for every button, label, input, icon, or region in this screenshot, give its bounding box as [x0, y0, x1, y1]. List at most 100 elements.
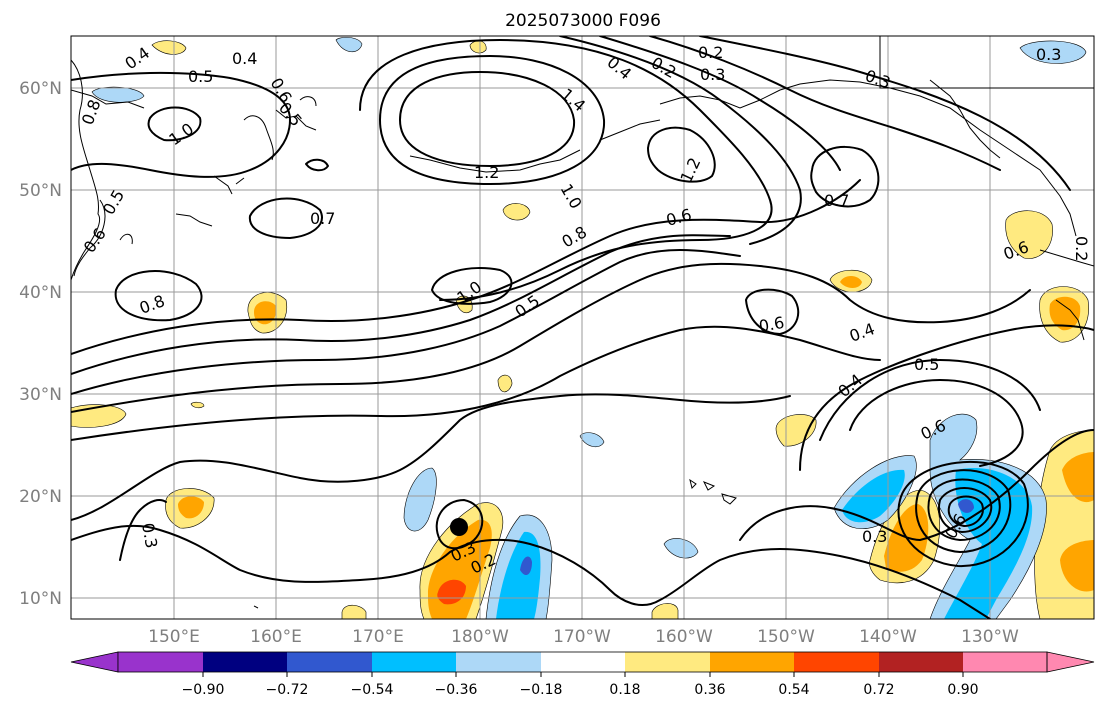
contour-line	[399, 71, 576, 167]
positive-anomaly-yellow	[341, 604, 367, 619]
contour-label: 0.3	[862, 527, 887, 546]
contour-line	[745, 288, 800, 335]
contour-label: 0.7	[824, 191, 849, 210]
contour-line	[947, 495, 984, 527]
storm-center-dot	[450, 518, 468, 536]
negative-anomaly-lightblue	[579, 432, 605, 448]
lon-label: 160°E	[250, 627, 302, 647]
contour-line	[915, 469, 1012, 553]
lat-label: 40°N	[19, 283, 62, 303]
positive-anomaly-orange	[840, 276, 862, 288]
contour-line	[114, 270, 203, 322]
positive-anomaly-yellow	[497, 374, 513, 393]
colorbar-label: 0.18	[609, 682, 640, 698]
contour-line	[435, 499, 484, 550]
lat-label: 10°N	[19, 589, 62, 609]
contour-label: 0.2	[1072, 236, 1091, 261]
contour-label: 0.4	[232, 49, 257, 68]
map-plot-area: 0.4 0.4 0.5 0.8 0.6 0.5 1.0 0.5 0.6 0.7 …	[71, 36, 1094, 619]
contour-line	[71, 234, 731, 375]
positive-anomaly-orange	[1060, 540, 1094, 592]
positive-anomaly-orange	[178, 496, 204, 519]
colorbar-label: 0.54	[778, 682, 809, 698]
positive-anomaly-orange	[1062, 452, 1094, 503]
colorbar-label: −0.18	[520, 682, 563, 698]
lat-label: 60°N	[19, 79, 62, 99]
colorbar-label: −0.36	[435, 682, 478, 698]
contour-line	[649, 36, 1001, 171]
contour-line	[799, 324, 1094, 471]
contour-line	[431, 267, 513, 305]
negative-anomaly-lightblue	[91, 86, 145, 103]
contour-line	[71, 179, 861, 355]
contour-label: 1.2	[474, 163, 499, 182]
contour-lines	[71, 36, 1094, 619]
colorbar-extend-min	[70, 651, 119, 673]
contour-label: 0.7	[310, 209, 335, 228]
contour-line	[71, 249, 741, 395]
negative-anomaly-lightblue	[403, 467, 437, 532]
colorbar-segment	[456, 652, 541, 672]
colorbar: −0.90 −0.72 −0.54 −0.36 −0.18 0.18 0.36 …	[70, 651, 1095, 698]
contour-line	[599, 36, 841, 171]
contour-line	[359, 39, 773, 301]
negative-anomaly-lightblue	[1019, 40, 1087, 64]
map-frame	[70, 35, 1095, 620]
lon-label: 140°W	[859, 627, 917, 647]
latitude-labels: 60°N 50°N 40°N 30°N 20°N 10°N	[19, 79, 62, 609]
positive-anomaly-yellow	[151, 40, 187, 55]
negative-anomaly-cyan	[496, 531, 541, 619]
contour-line	[819, 359, 1041, 441]
contour-line	[938, 487, 993, 533]
colorbar-segment	[963, 652, 1047, 672]
colorbar-label: 0.72	[863, 682, 894, 698]
contour-label: 0.2	[698, 43, 723, 62]
contour-line	[71, 393, 791, 521]
contour-line	[147, 106, 202, 142]
lat-label: 20°N	[19, 487, 62, 507]
contour-line	[559, 36, 802, 245]
positive-anomaly-orange	[1049, 296, 1081, 331]
colorbar-segment	[118, 652, 203, 672]
negative-anomaly-lightblue	[335, 37, 363, 53]
contour-label: 0.3	[1036, 45, 1061, 64]
lon-label: 170°E	[352, 627, 404, 647]
contour-line	[71, 71, 291, 178]
contour-line	[305, 158, 329, 172]
contour-line	[927, 478, 1001, 541]
contour-line	[647, 126, 716, 183]
lat-label: 50°N	[19, 181, 62, 201]
contour-label: 0.6	[757, 313, 785, 336]
colorbar-segment	[879, 652, 963, 672]
contour-label: 0.3	[138, 521, 161, 549]
colorbar-frame	[117, 651, 1048, 673]
lon-label: 150°W	[757, 627, 815, 647]
lon-label: 160°W	[655, 627, 713, 647]
lon-label: 150°E	[148, 627, 200, 647]
colorbar-label: −0.72	[266, 682, 309, 698]
colorbar-segment	[541, 652, 625, 672]
contour-label: 0.3	[700, 65, 725, 84]
colorbar-ticks	[202, 672, 964, 677]
contour-line	[849, 379, 1024, 467]
colorbar-extend-max	[1046, 651, 1095, 673]
positive-anomaly-yellow	[502, 203, 531, 221]
lat-label: 30°N	[19, 385, 62, 405]
colorbar-segment	[625, 652, 710, 672]
colorbar-label: −0.54	[351, 682, 394, 698]
contour-label: 0.5	[914, 355, 939, 374]
colorbar-label: −0.90	[182, 682, 225, 698]
colorbar-segment	[710, 652, 794, 672]
graticule	[71, 36, 1094, 619]
colorbar-segment	[203, 652, 287, 672]
contour-line	[739, 429, 1094, 541]
contour-line	[810, 145, 880, 208]
lon-label: 170°W	[553, 627, 611, 647]
longitude-labels: 150°E 160°E 170°E 180°W 170°W 160°W 150°…	[148, 627, 1019, 647]
contour-line	[897, 460, 1029, 568]
negative-anomaly-blue	[958, 499, 974, 513]
negative-anomaly-blue	[520, 556, 532, 576]
colorbar-segment	[372, 652, 456, 672]
contour-label: 0.5	[188, 67, 213, 86]
